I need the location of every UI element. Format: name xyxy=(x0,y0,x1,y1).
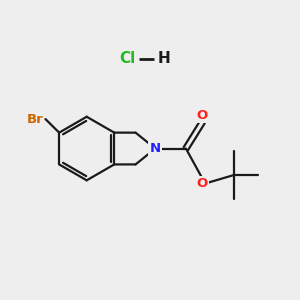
Text: Cl: Cl xyxy=(119,51,135,66)
Text: H: H xyxy=(158,51,171,66)
Text: Br: Br xyxy=(27,112,44,126)
Text: N: N xyxy=(150,142,161,155)
Text: O: O xyxy=(197,109,208,122)
Text: O: O xyxy=(197,177,208,190)
